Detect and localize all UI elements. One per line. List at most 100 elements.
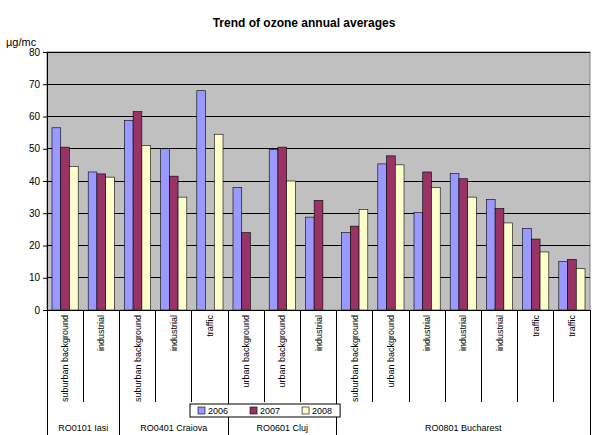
y-tick: 60 [29,111,47,122]
bar [495,208,504,310]
x-tick: urban background [386,315,396,388]
group-label: RO0101 Iasi [58,423,108,433]
x-tick: suburban background [60,315,70,402]
bar [523,228,532,310]
bar [169,176,178,310]
bar [576,269,585,310]
bar [106,177,115,310]
x-axis-line [48,310,591,311]
x-tick-label: suburban background [60,315,70,402]
bar [559,262,568,310]
separators [47,310,590,435]
x-tick: traffic [205,315,215,337]
bars [52,91,585,310]
x-tick-label: industrial [314,315,324,351]
y-tick: 80 [29,47,47,58]
x-tick: urban background [241,315,251,388]
legend-label: 2008 [312,406,332,416]
y-tick-label: 80 [29,47,41,58]
y-axis-line [43,53,48,311]
bar [395,165,404,310]
x-tick-label: urban background [386,315,396,388]
category-separator [191,310,192,402]
bar [387,156,396,310]
group-separator [47,310,48,435]
legend-swatch [302,407,309,414]
bar [468,197,477,310]
y-tick-mark [43,52,47,53]
bar [278,147,287,310]
group-separator [590,310,591,435]
bar [161,149,170,310]
x-tick: industrial [458,315,468,351]
x-tick-label: industrial [422,315,432,351]
category-separator [83,310,84,402]
x-tick-label: traffic [567,315,577,337]
bar [350,226,359,310]
y-tick-label: 20 [29,240,41,251]
bar [124,120,133,310]
x-tick-label: suburban background [133,315,143,402]
grid-line [47,52,590,53]
bar [142,146,151,310]
y-tick-label: 50 [29,143,41,154]
legend-box [190,404,340,417]
x-tick: industrial [495,315,505,351]
y-tick-mark [43,246,47,247]
legend-item: 2008 [302,406,332,416]
bar [378,164,387,310]
category-separator [372,310,373,402]
y-tick-mark [43,213,47,214]
x-tick: industrial [96,315,106,351]
group-labels: RO0101 IasiRO0401 CraiovaRO0601 ClujRO08… [58,423,502,433]
y-tick-label: 30 [29,208,41,219]
category-separator [264,310,265,402]
title: Trend of ozone annual averages [213,16,396,30]
legend-item: 2006 [198,406,228,416]
bar [568,259,577,310]
group-label: RO0601 Cluj [257,423,309,433]
x-tick-label: industrial [495,315,505,351]
y-tick-mark [43,181,47,182]
bar [52,128,61,310]
bar [287,181,296,310]
y-tick-label: 70 [29,79,41,90]
y-tick-label: 10 [29,272,41,283]
category-separator [553,310,554,402]
bar [269,149,278,310]
legend-item: 2007 [250,406,280,416]
bar [414,213,423,310]
bar [214,134,223,310]
y-tick-mark [43,117,47,118]
bar [342,233,351,310]
group-separator [119,310,120,435]
bar [233,187,242,310]
bar [242,233,251,310]
bar [423,172,432,310]
category-separator [517,310,518,402]
y-tick-mark [43,84,47,85]
y-tick: 50 [29,143,47,154]
bar [88,172,97,310]
bar [197,91,206,310]
y-tick-mark [43,278,47,279]
x-tick: industrial [314,315,324,351]
category-separator [300,310,301,402]
legend-label: 2006 [208,406,228,416]
x-axis: suburban background industrial suburban ba… [48,311,591,403]
y-tick-mark [43,310,47,311]
x-tick: traffic [567,315,577,337]
x-tick-label: urban background [277,315,287,388]
legend-swatch [250,407,257,414]
x-tick: industrial [169,315,179,351]
y-tick-label: 0 [34,305,40,316]
bar [540,252,549,310]
grid [47,52,590,310]
category-separator [409,310,410,402]
x-tick: suburban background [350,315,360,402]
x-tick: suburban background [133,315,143,402]
bar [314,200,323,310]
x-tick: traffic [531,315,541,337]
bar [504,223,513,310]
x-tick-label: traffic [205,315,215,337]
